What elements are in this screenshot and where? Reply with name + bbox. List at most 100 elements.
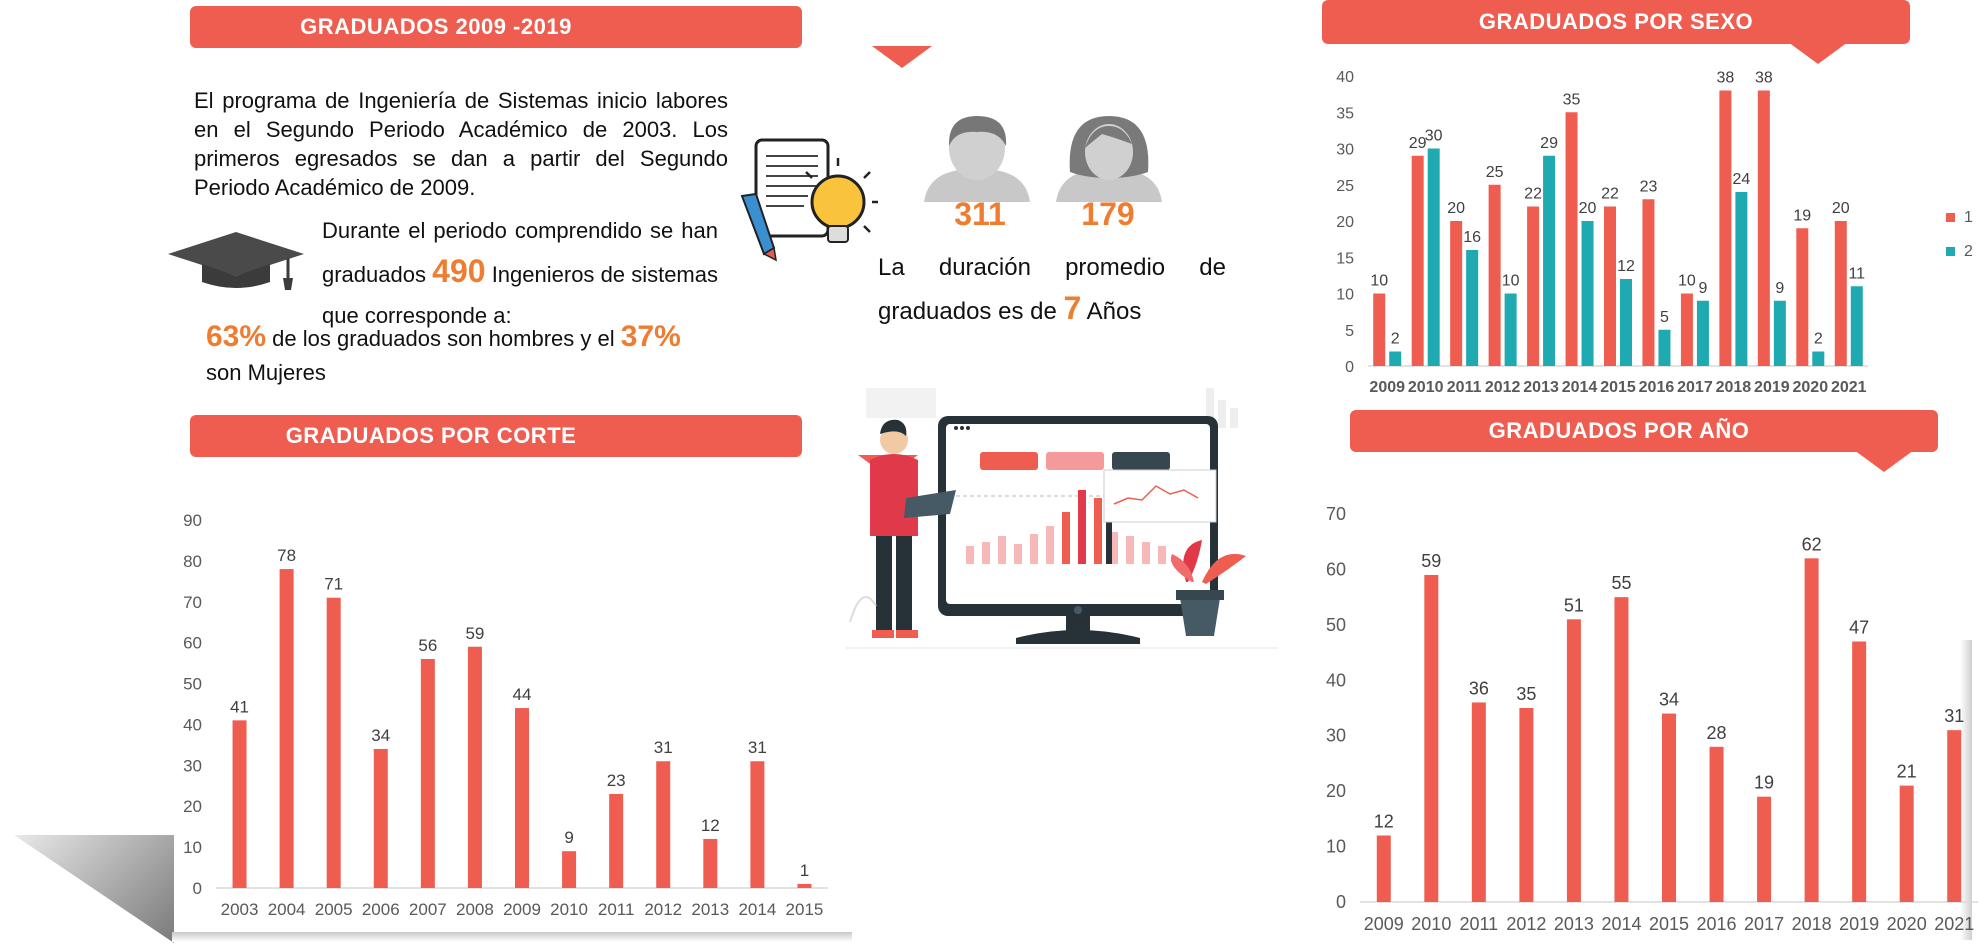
bar: [1804, 558, 1819, 902]
banner-sexo-text: GRADUADOS POR SEXO: [1478, 9, 1754, 34]
data-label: 30: [1425, 128, 1443, 145]
x-tick-label: 2011: [598, 900, 635, 919]
bar: [1773, 300, 1786, 366]
pct-women: 37%: [620, 320, 681, 353]
y-tick-label: 40: [1336, 69, 1354, 86]
duration-years: 7: [1063, 290, 1082, 326]
data-label: 59: [465, 624, 484, 643]
male-avatar-icon: [924, 116, 1030, 202]
x-tick-label: 2013: [691, 900, 729, 919]
data-label: 19: [1793, 207, 1811, 224]
female-avatar-icon: [1056, 116, 1162, 202]
graduates-text-b: Ingenieros de sistemas que corresponde a…: [322, 262, 718, 328]
bar: [656, 761, 671, 888]
bar: [1796, 228, 1809, 366]
x-tick-label: 2016: [1639, 379, 1675, 396]
y-tick-label: 90: [183, 511, 202, 530]
data-label: 47: [1849, 617, 1869, 637]
bar: [1504, 293, 1517, 366]
bar: [1757, 796, 1772, 902]
y-tick-label: 20: [183, 797, 202, 816]
data-label: 41: [230, 697, 249, 716]
data-label: 29: [1409, 135, 1427, 152]
x-tick-label: 2019: [1754, 379, 1790, 396]
data-label: 11: [1848, 265, 1865, 282]
intro-text: El programa de Ingeniería de Sistemas in…: [194, 88, 728, 200]
x-tick-label: 2013: [1554, 914, 1594, 934]
x-tick-label: 2014: [1562, 379, 1598, 396]
chart-graduados-por-sexo: 0510152025303540200910220102930201120162…: [1336, 69, 1973, 396]
bar: [1620, 279, 1632, 366]
data-label: 20: [1579, 200, 1597, 217]
x-tick-label: 2011: [1447, 379, 1482, 396]
x-tick-label: 2009: [1369, 379, 1405, 396]
data-label: 25: [1486, 164, 1504, 181]
y-tick-label: 0: [1345, 359, 1354, 376]
data-label: 5: [1660, 309, 1669, 326]
bar: [1899, 785, 1914, 902]
y-tick-label: 25: [1336, 178, 1354, 195]
data-label: 10: [1678, 273, 1696, 290]
y-tick-label: 15: [1336, 250, 1354, 267]
legend-label: 2: [1964, 243, 1973, 260]
bar: [703, 838, 718, 888]
banner-notch: [1854, 450, 1914, 472]
x-tick-label: 2007: [409, 900, 447, 919]
percent-text-b: son Mujeres: [206, 360, 326, 385]
x-tick-label: 2018: [1716, 379, 1752, 396]
data-label: 12: [701, 816, 720, 835]
x-tick-label: 2018: [1792, 914, 1832, 934]
data-label: 10: [1370, 273, 1388, 290]
bar: [1719, 90, 1732, 366]
bar: [373, 748, 388, 888]
idea-paper-icon: [740, 138, 878, 262]
x-tick-label: 2011: [1459, 914, 1498, 934]
x-tick-label: 2008: [456, 900, 494, 919]
x-tick-label: 2012: [644, 900, 682, 919]
bar: [1581, 221, 1594, 366]
y-tick-label: 40: [183, 715, 202, 734]
bar: [1642, 199, 1655, 366]
data-label: 28: [1707, 723, 1727, 743]
intro-paragraph: El programa de Ingeniería de Sistemas in…: [194, 86, 728, 202]
legend-swatch: [1946, 213, 1955, 222]
bar: [279, 569, 294, 888]
data-label: 20: [1832, 200, 1850, 217]
x-tick-label: 2014: [1601, 914, 1641, 934]
x-tick-label: 2014: [738, 900, 776, 919]
bar: [1680, 293, 1693, 366]
bar: [1947, 730, 1962, 902]
data-label: 56: [418, 636, 437, 655]
bar: [750, 761, 765, 888]
bar: [232, 720, 247, 888]
chart-graduados-por-corte: 0 10 20 30 40 50 60 70 80 90 2003 41 2004 78 2005 71 200…: [183, 511, 828, 919]
x-tick-label: 2020: [1887, 914, 1927, 934]
bar: [1519, 708, 1534, 902]
percent-text-a: de los graduados son hombres y el: [272, 326, 615, 351]
bar: [1834, 221, 1847, 366]
duration-text-b: Años: [1086, 298, 1142, 325]
data-label: 35: [1563, 91, 1581, 108]
data-label: 35: [1516, 684, 1536, 704]
bar: [1376, 835, 1391, 902]
data-label: 71: [324, 575, 343, 594]
data-label: 62: [1802, 534, 1822, 554]
graduates-paragraph: Durante el periodo comprendido se han gr…: [322, 210, 718, 336]
bar: [609, 793, 624, 888]
data-label: 9: [1775, 280, 1784, 297]
graduation-cap-icon: [168, 232, 304, 290]
y-tick-label: 30: [1336, 142, 1354, 159]
data-label: 38: [1716, 70, 1734, 87]
banner-sexo: GRADUADOS POR SEXO: [1322, 0, 1910, 64]
dashboard-illustration: [846, 388, 1278, 649]
bar: [1662, 713, 1676, 902]
y-tick-label: 0: [193, 879, 202, 898]
data-label: 59: [1421, 551, 1441, 571]
data-label: 22: [1601, 186, 1619, 203]
legend-swatch: [1946, 247, 1955, 256]
y-tick-label: 70: [1326, 504, 1346, 524]
y-tick-label: 60: [183, 634, 202, 653]
duration-paragraph: La duración promedio de graduados es de …: [878, 248, 1226, 332]
bar: [1389, 351, 1402, 366]
bar: [1527, 206, 1540, 366]
